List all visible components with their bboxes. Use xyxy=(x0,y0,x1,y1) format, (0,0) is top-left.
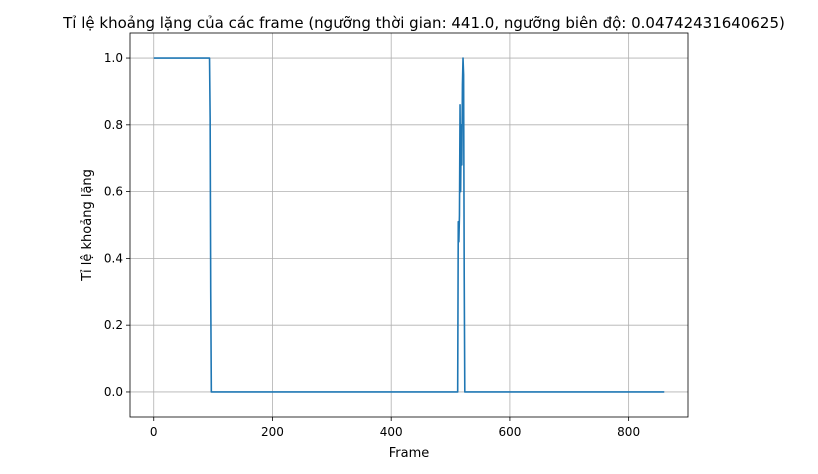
x-tick-label: 0 xyxy=(150,425,158,439)
y-tick-label: 0.2 xyxy=(104,318,123,332)
y-tick-label: 0.0 xyxy=(104,385,123,399)
y-tick-label: 0.6 xyxy=(104,185,123,199)
x-axis: 0 200 400 600 800 xyxy=(150,417,640,439)
x-tick-label: 800 xyxy=(617,425,640,439)
x-tick-label: 400 xyxy=(380,425,403,439)
series-layer xyxy=(153,57,665,393)
y-axis: 0.0 0.2 0.4 0.6 0.8 1.0 xyxy=(104,51,130,399)
chart-title: Tỉ lệ khoảng lặng của các frame (ngưỡng … xyxy=(62,14,785,32)
x-tick-label: 600 xyxy=(498,425,521,439)
y-tick-label: 0.8 xyxy=(104,118,123,132)
y-tick-label: 0.4 xyxy=(104,251,123,265)
series-line-0 xyxy=(153,57,665,393)
x-tick-label: 200 xyxy=(261,425,284,439)
plot-frame xyxy=(129,32,689,418)
y-axis-label: Tỉ lệ khoảng lặng xyxy=(80,169,95,282)
x-axis-label: Frame xyxy=(389,446,430,461)
y-tick-label: 1.0 xyxy=(104,51,123,65)
